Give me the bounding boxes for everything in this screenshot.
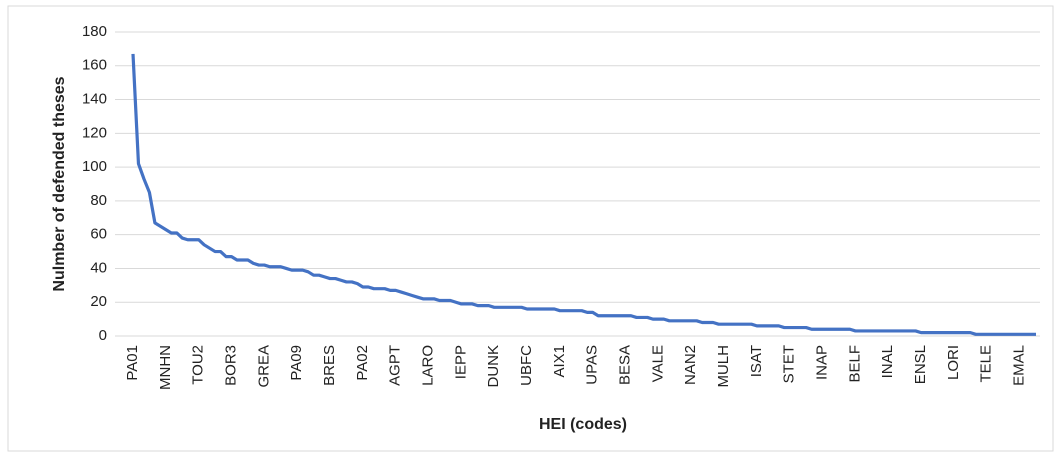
x-tick-label: GREA — [255, 345, 272, 388]
y-tick-label: 180 — [82, 23, 107, 40]
y-tick-label: 40 — [90, 259, 107, 276]
x-tick-label: INAL — [879, 345, 896, 378]
x-tick-label: AGPT — [387, 345, 404, 386]
y-tick-label: 100 — [82, 158, 107, 175]
x-tick-label: PA02 — [354, 345, 371, 381]
y-tick-label: 0 — [99, 327, 107, 344]
x-tick-label: MULH — [715, 345, 732, 388]
x-tick-label: TELE — [978, 345, 995, 383]
data-line — [131, 53, 1036, 336]
y-tick-label: 60 — [90, 226, 107, 243]
x-tick-label: PA01 — [124, 345, 141, 381]
y-tick-label: 120 — [82, 124, 107, 141]
y-tick-label: 20 — [90, 293, 107, 310]
x-tick-label: TOU2 — [190, 345, 207, 385]
x-tick-label: DUNK — [485, 345, 502, 388]
x-tick-label: MNHN — [157, 345, 174, 390]
y-tick-label: 140 — [82, 91, 107, 108]
x-tick-label: PA09 — [288, 345, 305, 381]
x-tick-label: INAP — [814, 345, 831, 380]
x-tick-label: VALE — [649, 345, 666, 382]
x-tick-label: BRES — [321, 345, 338, 386]
x-tick-label: BOR3 — [222, 345, 239, 386]
x-tick-label: UBFC — [518, 345, 535, 386]
y-axis-title: Nulmber of defended theses — [51, 76, 68, 291]
x-tick-label: AIX1 — [551, 345, 568, 378]
x-tick-label: IEPP — [452, 345, 469, 379]
x-axis-title: HEI (codes) — [539, 416, 627, 433]
x-tick-label: UPAS — [584, 345, 601, 385]
x-tick-label: ISAT — [748, 345, 765, 377]
chart-frame — [7, 5, 1054, 452]
x-tick-label: STET — [781, 345, 798, 383]
x-tick-label: EMAL — [1011, 345, 1028, 386]
y-tick-label: 80 — [90, 192, 107, 209]
x-tick-label: LORI — [945, 345, 962, 380]
y-tick-label: 160 — [82, 57, 107, 74]
x-tick-label: LARO — [419, 345, 436, 386]
x-tick-label: BESA — [617, 345, 634, 385]
x-tick-label: NAN2 — [682, 345, 699, 385]
x-tick-label: ENSL — [912, 345, 929, 384]
x-tick-label: BELF — [846, 345, 863, 383]
